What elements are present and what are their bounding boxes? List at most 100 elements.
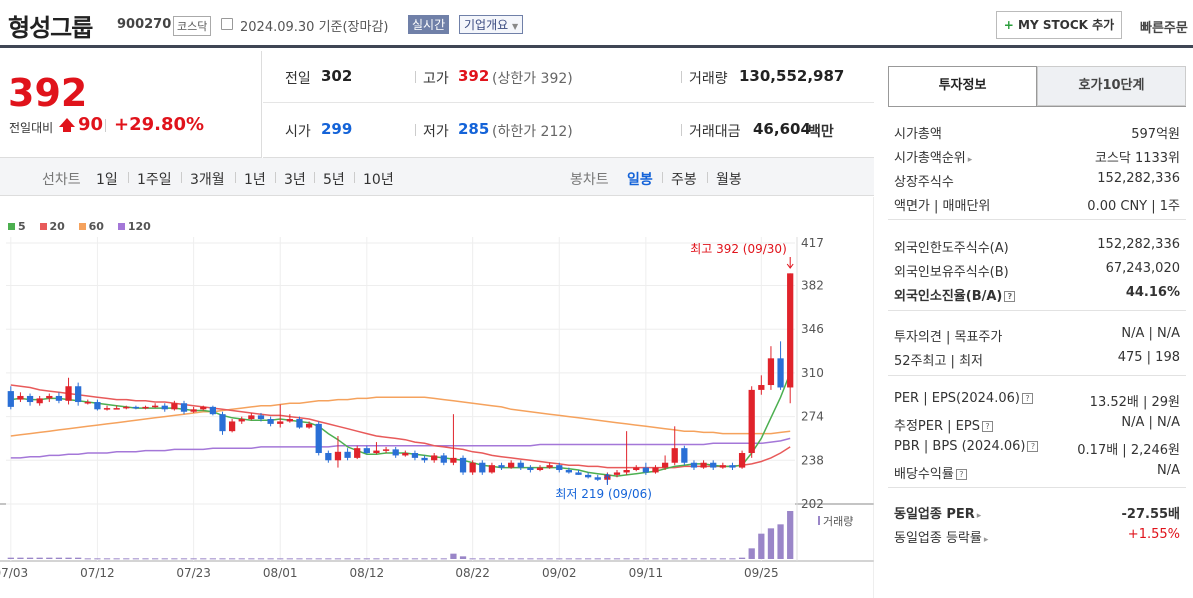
candle-body	[565, 470, 573, 473]
volume-bar	[479, 558, 486, 560]
candle-body	[517, 462, 524, 468]
info-key: PBR | BPS (2024.06)?	[894, 439, 1039, 454]
divider	[314, 172, 315, 183]
candle-body	[392, 449, 399, 456]
candle-body	[152, 405, 159, 408]
candle-monthly[interactable]: 월봉	[716, 172, 742, 188]
chevron-right-icon[interactable]: ▸	[967, 155, 973, 165]
info-value: N/A | N/A	[1121, 415, 1180, 430]
volume-bar	[690, 558, 698, 560]
volume-bar	[363, 558, 370, 560]
candle-body	[459, 457, 467, 473]
tab-orderbook[interactable]: 호가10단계	[1037, 66, 1186, 106]
volume-label: 거래량	[689, 71, 728, 87]
candle-weekly[interactable]: 주봉	[671, 172, 697, 188]
quick-order-link[interactable]: 빠른주문	[1140, 21, 1188, 36]
my-stock-add-button[interactable]: + MY STOCK 추가	[996, 11, 1122, 39]
chevron-right-icon[interactable]: ▸	[983, 535, 989, 545]
period-5y[interactable]: 5년	[323, 172, 345, 188]
volume-bar	[123, 558, 130, 560]
candle-body	[305, 423, 313, 428]
x-tick-label: 07/12	[80, 566, 115, 580]
market-badge: 코스닥	[173, 16, 212, 36]
volume-bar	[585, 558, 592, 560]
change-label: 전일대비	[9, 121, 54, 135]
overview-label: 기업개요	[464, 18, 509, 32]
period-1w[interactable]: 1주일	[137, 172, 172, 188]
ma-legend: 5 20 60 120	[8, 220, 161, 233]
candle-body	[84, 402, 91, 404]
divider	[707, 172, 708, 183]
candle-body	[296, 419, 303, 428]
candle-body	[469, 462, 476, 473]
candle-body	[94, 402, 101, 410]
period-3m[interactable]: 3개월	[190, 172, 225, 188]
period-3y[interactable]: 3년	[284, 172, 306, 188]
volume-bar	[498, 558, 505, 560]
volume-bar	[411, 558, 419, 560]
candle-body	[498, 465, 505, 468]
volume-bar	[787, 511, 794, 559]
volume-bar	[767, 528, 775, 559]
volume-bar	[7, 557, 14, 559]
volume-bar	[267, 558, 274, 560]
candle-body	[219, 414, 226, 432]
chevron-right-icon[interactable]: ▸	[976, 511, 982, 521]
period-10y[interactable]: 10년	[363, 172, 394, 188]
candle-chart-label: 봉차트	[570, 172, 609, 188]
up-arrow-stem	[63, 127, 71, 132]
help-icon[interactable]: ?	[1004, 291, 1016, 302]
candle-body	[758, 385, 765, 390]
candle-body	[315, 423, 322, 454]
candle-body	[238, 419, 245, 422]
realtime-button[interactable]: 실시간	[408, 15, 450, 34]
period-1y[interactable]: 1년	[244, 172, 266, 188]
amount-unit: 백만	[808, 124, 834, 140]
help-icon[interactable]: ?	[1027, 441, 1039, 452]
up-arrow-icon	[59, 118, 75, 127]
help-icon[interactable]: ?	[955, 469, 967, 480]
info-row: 시가총액 597억원	[894, 123, 1180, 143]
info-key: 시가총액순위 ▸	[894, 151, 973, 166]
x-tick-label: 08/22	[455, 566, 490, 580]
x-tick-label: 08/01	[263, 566, 298, 580]
candle-body	[26, 395, 34, 403]
help-icon[interactable]: ?	[1021, 393, 1033, 404]
candle-body	[613, 472, 621, 475]
upper-limit: (상한가 392)	[492, 71, 573, 87]
info-key: 외국인소진율(B/A)?	[894, 285, 1016, 304]
divider	[888, 375, 1186, 376]
volume-bar	[575, 558, 582, 560]
volume-bar	[84, 558, 91, 560]
tab-investment-info[interactable]: 투자정보	[888, 66, 1037, 106]
legend-swatch	[78, 223, 86, 230]
candle-body	[161, 405, 168, 410]
volume-bar	[382, 558, 390, 560]
candle-body	[171, 403, 178, 410]
info-value: +1.55%	[1127, 527, 1180, 542]
legend-swatch	[117, 223, 125, 230]
y-tick-label: 310	[801, 366, 824, 380]
info-key: 추정PER | EPS?	[894, 415, 993, 434]
candle-body	[354, 448, 361, 458]
candle-body	[286, 419, 293, 422]
volume-bar	[527, 558, 534, 560]
summary-row-1: 전일 302 고가 392 (상한가 392) 거래량 130,552,987	[263, 51, 874, 103]
volume-bar	[671, 558, 678, 560]
period-1d[interactable]: 1일	[96, 172, 118, 188]
divider	[181, 172, 182, 183]
info-key: PER | EPS(2024.06)?	[894, 391, 1033, 406]
candle-body	[65, 386, 72, 401]
candle-body	[748, 389, 755, 454]
candle-body	[344, 451, 351, 458]
help-icon[interactable]: ?	[981, 421, 993, 432]
info-row: 외국인보유주식수(B) 67,243,020	[894, 261, 1180, 281]
candle-body	[440, 455, 447, 463]
amount-value: 46,604	[753, 120, 811, 138]
volume-bar	[238, 558, 245, 560]
overview-dropdown[interactable]: 기업개요 ▼	[459, 15, 524, 34]
info-value: 152,282,336	[1097, 237, 1180, 252]
chart-canvas: 417 382 346 310 274 238 202 07/03 07/12 07/23 08/0…	[0, 197, 874, 598]
candle-daily[interactable]: 일봉	[627, 172, 653, 188]
legend-swatch	[39, 223, 47, 230]
